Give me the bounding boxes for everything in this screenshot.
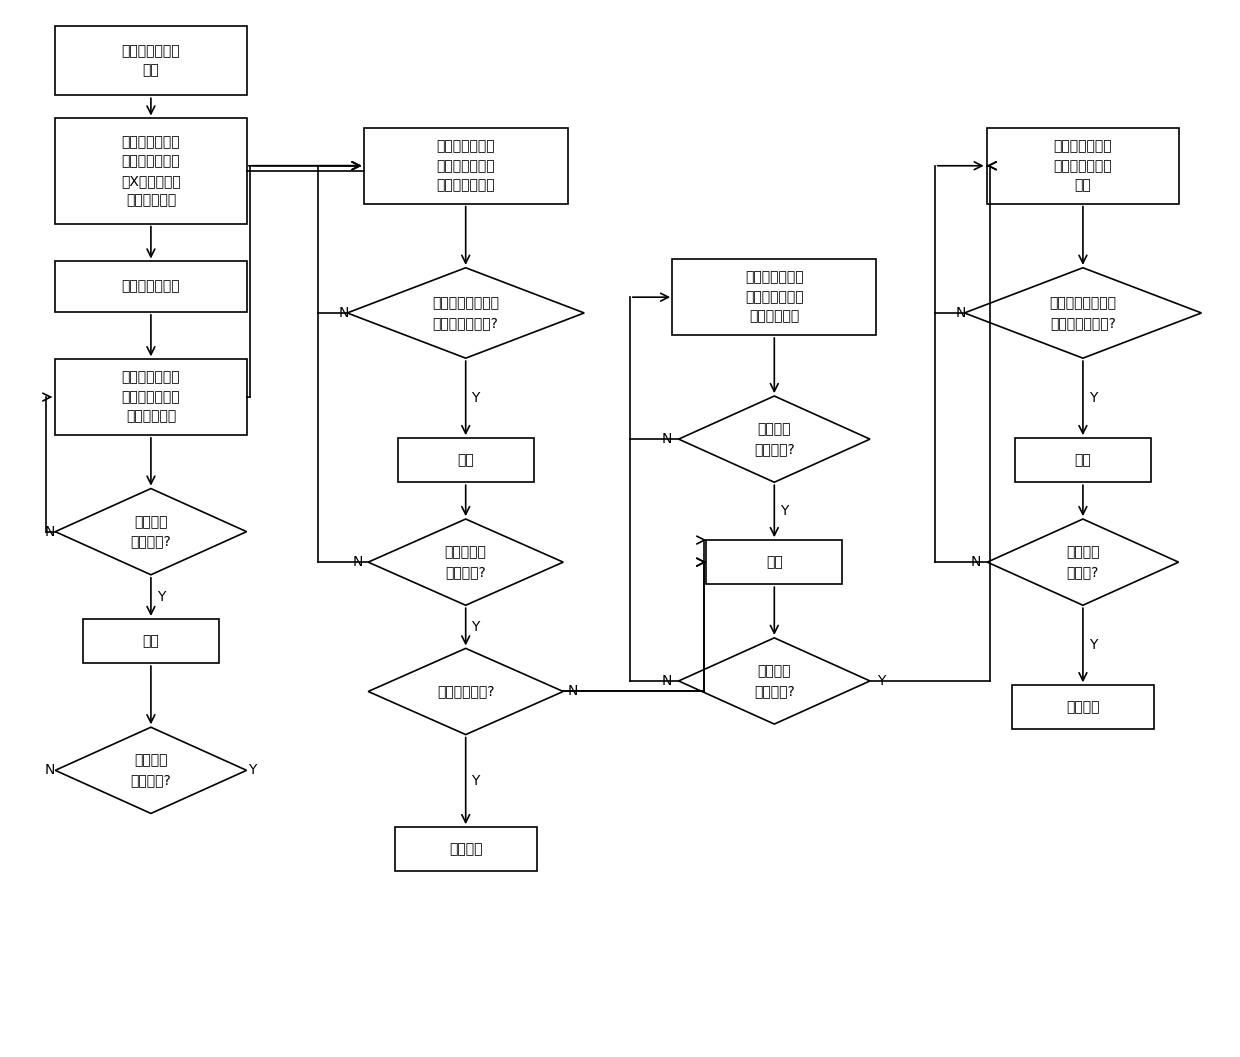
Text: 匹配完所
有棒材?: 匹配完所 有棒材? xyxy=(1066,545,1100,579)
Text: 匹配: 匹配 xyxy=(143,634,159,648)
Polygon shape xyxy=(678,396,870,482)
Text: 遍历当前帧所有
棒材: 遍历当前帧所有 棒材 xyxy=(122,43,180,77)
Text: N: N xyxy=(971,555,981,569)
Text: N: N xyxy=(353,555,363,569)
Polygon shape xyxy=(347,267,584,358)
Bar xyxy=(56,359,247,434)
Text: Y: Y xyxy=(780,504,789,518)
Bar xyxy=(398,438,533,482)
Bar xyxy=(363,128,568,204)
Bar xyxy=(56,26,247,95)
Text: N: N xyxy=(568,685,578,699)
Text: 待匹配对均未匹配
且满足匹配条件?: 待匹配对均未匹配 且满足匹配条件? xyxy=(433,296,500,330)
Bar xyxy=(1016,438,1151,482)
Text: N: N xyxy=(339,305,348,320)
Text: Y: Y xyxy=(878,674,885,688)
Text: 按差值从小到大
遍历当前帧所有
计数区的棒材: 按差值从小到大 遍历当前帧所有 计数区的棒材 xyxy=(122,371,180,424)
Polygon shape xyxy=(56,727,247,814)
Text: N: N xyxy=(45,524,55,539)
Text: 带匹配对
均未匹配?: 带匹配对 均未匹配? xyxy=(754,423,795,456)
Text: 待匹配对
均未匹配?: 待匹配对 均未匹配? xyxy=(130,515,171,549)
Bar xyxy=(394,828,537,871)
Polygon shape xyxy=(678,637,870,724)
Text: 匹配结束: 匹配结束 xyxy=(449,842,482,856)
Bar xyxy=(56,118,247,224)
Text: Y: Y xyxy=(248,763,257,777)
Text: 匹配结束: 匹配结束 xyxy=(1066,700,1100,715)
Polygon shape xyxy=(965,267,1202,358)
Bar xyxy=(707,540,842,585)
Text: Y: Y xyxy=(471,391,480,405)
Text: 按差值从小到大
遍历当前帧所有
棒材: 按差值从小到大 遍历当前帧所有 棒材 xyxy=(1054,140,1112,192)
Text: Y: Y xyxy=(1089,391,1097,405)
Text: 按差值从小到大
遍历当前帧所有
非计数区的棒材: 按差值从小到大 遍历当前帧所有 非计数区的棒材 xyxy=(436,140,495,192)
Bar xyxy=(987,128,1178,204)
Polygon shape xyxy=(987,519,1178,606)
Polygon shape xyxy=(368,519,563,606)
Text: N: N xyxy=(662,674,672,688)
Text: 匹配完计
数区棒材?: 匹配完计 数区棒材? xyxy=(130,754,171,787)
Bar xyxy=(56,261,247,312)
Text: N: N xyxy=(956,305,966,320)
Polygon shape xyxy=(56,488,247,575)
Text: 匹配完非计
数区棒材?: 匹配完非计 数区棒材? xyxy=(445,545,486,579)
Text: N: N xyxy=(662,432,672,446)
Bar xyxy=(83,619,218,663)
Text: Y: Y xyxy=(471,619,480,634)
Text: 匹配: 匹配 xyxy=(458,453,474,467)
Bar xyxy=(672,259,877,335)
Bar xyxy=(1012,685,1154,729)
Polygon shape xyxy=(368,648,563,735)
Text: N: N xyxy=(45,763,55,777)
Text: Y: Y xyxy=(156,590,165,604)
Text: 分别计算与上一
帧所有棒材的中
心X坐标加上相
对位移的差值: 分别计算与上一 帧所有棒材的中 心X坐标加上相 对位移的差值 xyxy=(122,134,181,207)
Text: 全部匹配正确?: 全部匹配正确? xyxy=(436,685,495,699)
Text: 匹配完计
数区棒材?: 匹配完计 数区棒材? xyxy=(754,664,795,698)
Text: 匹配: 匹配 xyxy=(766,555,782,569)
Text: Y: Y xyxy=(471,774,480,787)
Text: 差值按升序排列: 差值按升序排列 xyxy=(122,280,180,294)
Text: 待匹配对均未匹配
且满足匹配条件?: 待匹配对均未匹配 且满足匹配条件? xyxy=(1049,296,1116,330)
Text: 匹配: 匹配 xyxy=(1075,453,1091,467)
Text: Y: Y xyxy=(1089,638,1097,652)
Text: 按差值从小到大
遍历前一帧所有
计数区的棒材: 按差值从小到大 遍历前一帧所有 计数区的棒材 xyxy=(745,271,804,323)
